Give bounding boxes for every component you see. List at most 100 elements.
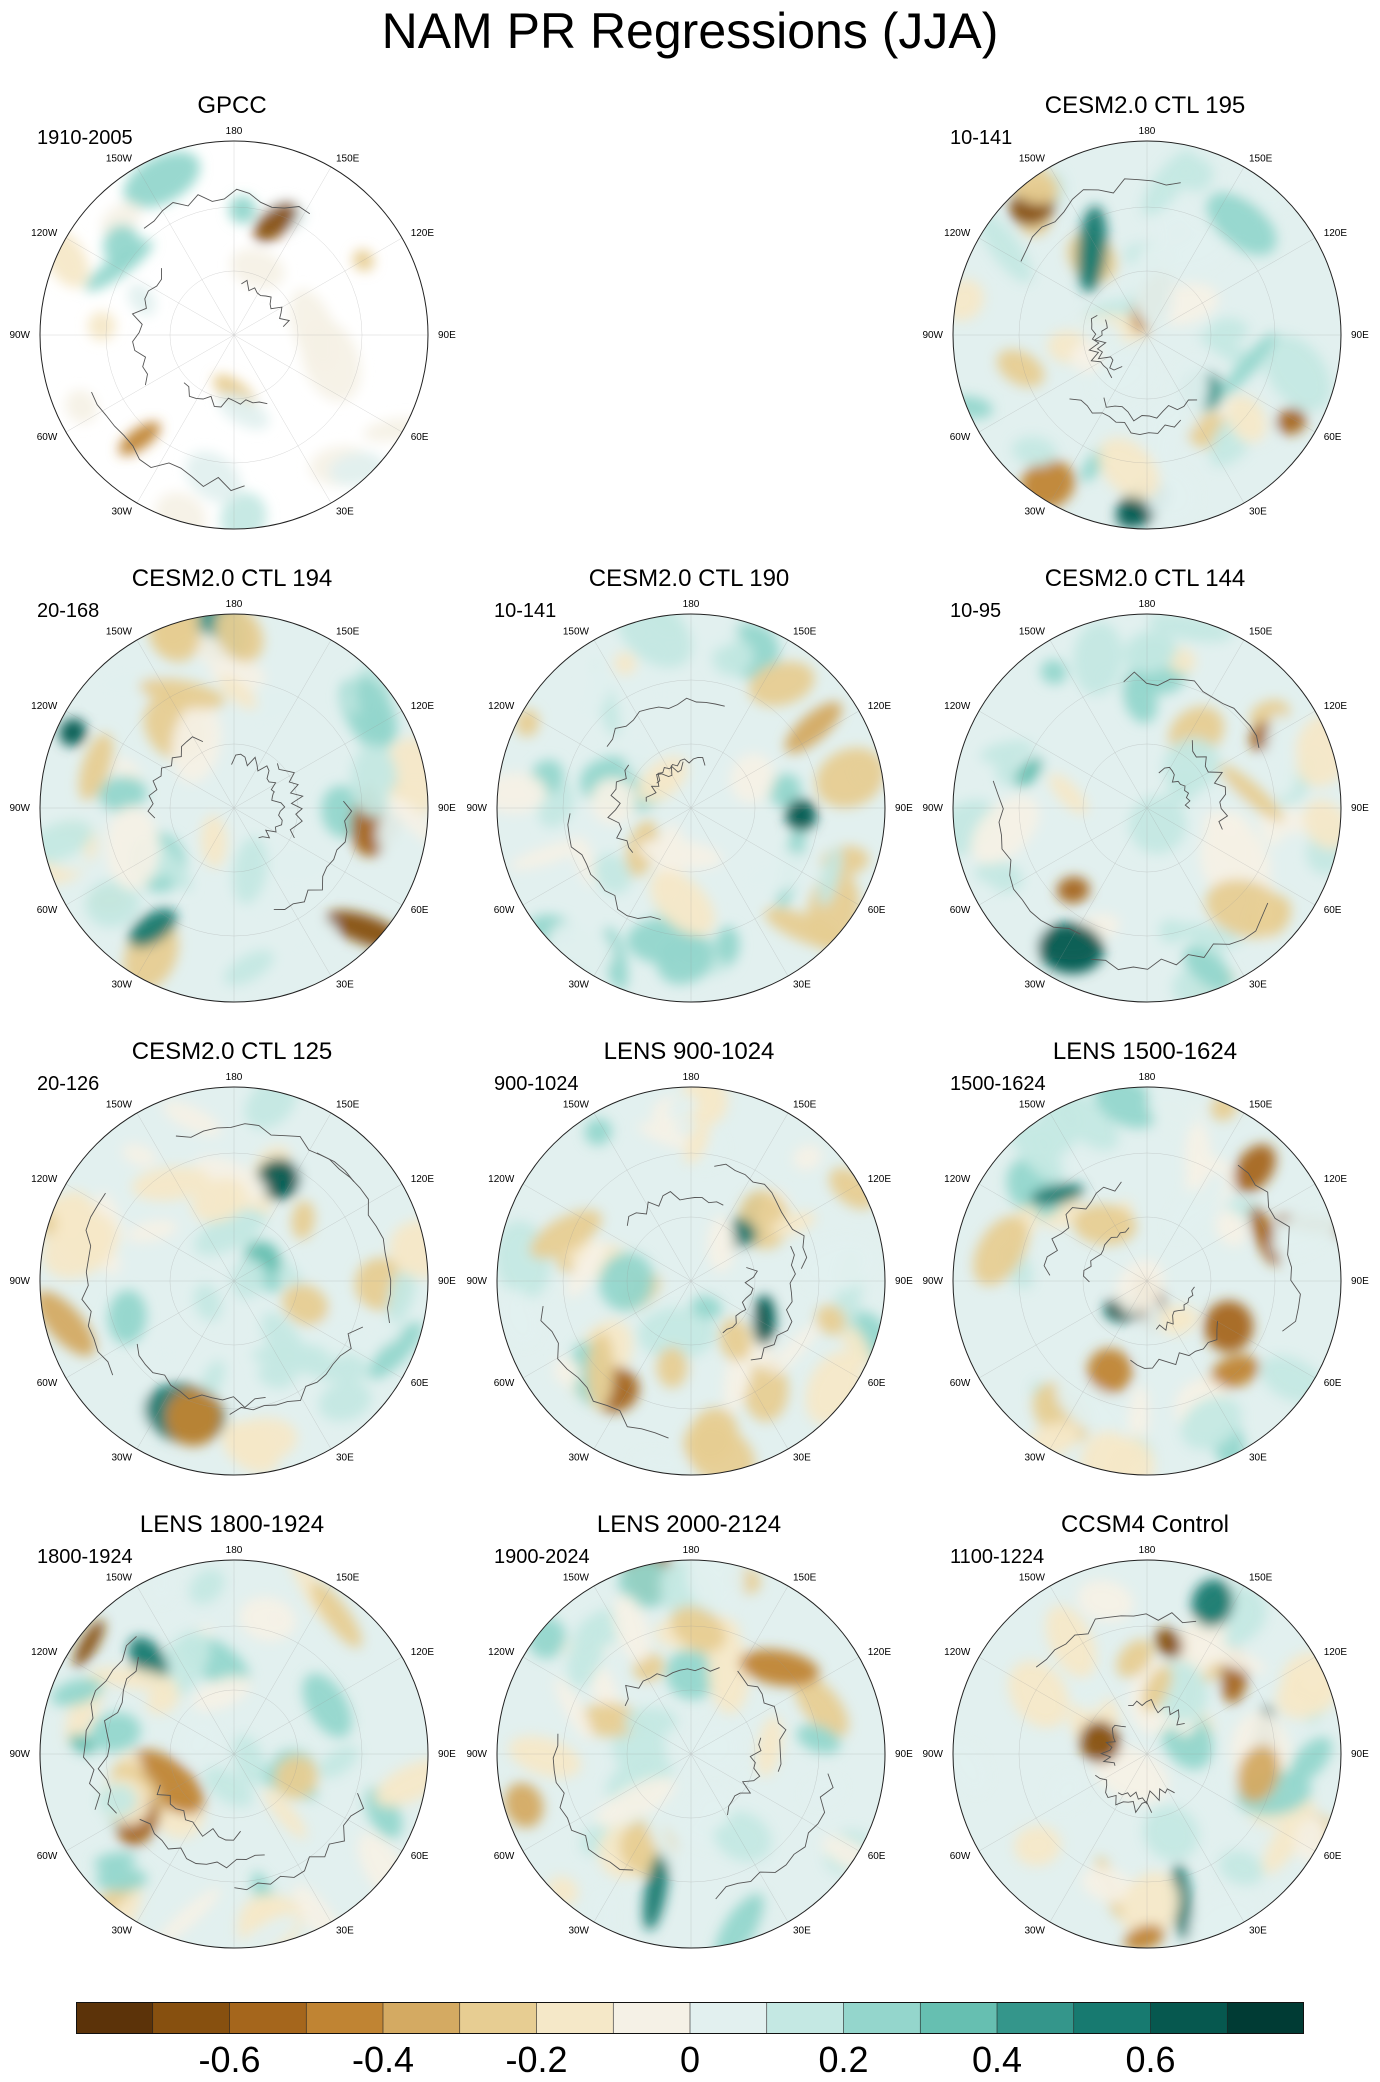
field-patch	[734, 849, 807, 898]
field-patch	[291, 1200, 315, 1240]
longitude-label: 30W	[1024, 1926, 1045, 1937]
field-patch	[162, 1100, 222, 1136]
map-panel: LENS 900-1024180150E120E90E60E30E030W60W…	[461, 1038, 917, 1478]
longitude-label: 60W	[494, 1378, 515, 1389]
field-patch	[1203, 1300, 1254, 1353]
field-patch	[1183, 946, 1233, 992]
colorbar-tick-label: 0	[679, 2039, 701, 2080]
field-patch	[220, 492, 267, 529]
field-patch	[624, 1706, 678, 1737]
longitude-label: 150E	[1249, 153, 1273, 164]
coastline	[1088, 315, 1113, 379]
coastline	[714, 1163, 808, 1269]
field-patch	[1123, 630, 1177, 673]
field-patch	[103, 224, 142, 268]
field-patch	[712, 637, 754, 677]
longitude-label: 90W	[9, 1749, 30, 1760]
longitude-label: 60E	[868, 1851, 886, 1862]
field-patch	[656, 1346, 688, 1388]
field-patch	[748, 661, 815, 707]
field-patch	[232, 1734, 266, 1786]
colorbar-tick-label: -0.2	[505, 2039, 568, 2080]
longitude-label: 120E	[1324, 701, 1348, 712]
field-patch	[691, 1722, 742, 1774]
map-panel: CESM2.0 CTL 125180150E120E90E60E30E030W6…	[4, 1038, 460, 1478]
field-patch	[93, 1851, 137, 1871]
coastline	[241, 279, 291, 328]
colorbar-swatch	[459, 2002, 538, 2034]
field-patch	[302, 1673, 352, 1738]
coastline	[1095, 1774, 1153, 1814]
coastline	[273, 800, 353, 910]
field-patch	[105, 805, 160, 890]
polar-map: 180150E120E90E60E30E030W60W90W120W150W	[922, 599, 1369, 1003]
coastline	[607, 764, 634, 853]
field-patch	[739, 1649, 820, 1687]
field-patch	[314, 1308, 364, 1358]
longitude-label: 30W	[568, 1926, 589, 1937]
longitude-label: 120W	[31, 1647, 58, 1658]
field-patch	[632, 1451, 689, 1474]
coastline	[131, 268, 162, 386]
map-boundary	[39, 613, 429, 1003]
map-panel: LENS 1500-1624180150E120E90E60E30E030W60…	[917, 1038, 1373, 1478]
longitude-label: 120E	[411, 1174, 435, 1185]
field-patch	[742, 1358, 789, 1422]
longitude-label: 150E	[336, 153, 360, 164]
field-patch	[1226, 395, 1267, 443]
panel-title: CESM2.0 CTL 125	[131, 1038, 333, 1065]
field-patch	[1030, 1183, 1085, 1206]
map-panel: LENS 2000-2124180150E120E90E60E30E030W60…	[461, 1511, 917, 1951]
field-patch	[374, 1758, 428, 1807]
longitude-label: 30E	[1249, 980, 1267, 991]
coastline	[276, 763, 304, 839]
field-patch	[131, 1166, 211, 1202]
field-patch	[529, 1209, 602, 1259]
coastline	[97, 1657, 139, 1814]
longitude-label: 120E	[868, 1647, 892, 1658]
field-patch	[566, 1239, 606, 1298]
longitude-label: 30E	[1249, 1926, 1267, 1937]
longitude-label: 180	[226, 599, 243, 610]
field-patch	[618, 1560, 673, 1608]
field-patch	[1077, 1579, 1134, 1622]
longitude-label: 90W	[9, 1276, 30, 1287]
field-patch	[146, 1683, 180, 1715]
field-patch	[148, 1338, 183, 1371]
panel-title: CESM2.0 CTL 144	[1044, 565, 1246, 592]
map-boundary	[496, 1559, 886, 1949]
field-patch	[154, 1887, 222, 1948]
field-patch	[1203, 810, 1272, 881]
field-patch	[165, 1388, 222, 1446]
field-patch	[1072, 1678, 1106, 1712]
field-patch	[1165, 1172, 1226, 1239]
field-patch	[752, 1295, 776, 1346]
longitude-label: 30W	[111, 1926, 132, 1937]
longitude-label: 150W	[563, 626, 590, 637]
longitude-label: 150E	[336, 626, 360, 637]
coastline	[229, 1326, 364, 1415]
field-patch	[792, 1144, 823, 1171]
field-patch	[612, 652, 637, 675]
coastline	[737, 1670, 787, 1772]
polar-map: 180150E120E90E60E30E030W60W90W120W150W	[9, 1545, 456, 1949]
panel-years: 10-141	[950, 127, 1013, 149]
colorbar-swatch	[536, 2002, 615, 2034]
field-patch	[1184, 1122, 1211, 1190]
panel-years: 20-126	[37, 1073, 100, 1095]
longitude-label: 120W	[488, 1647, 515, 1658]
field-patch	[694, 628, 741, 651]
longitude-label: 90E	[438, 803, 456, 814]
field-patch	[1262, 1799, 1316, 1875]
panel-years: 10-95	[950, 600, 1002, 622]
longitude-label: 150W	[1019, 153, 1046, 164]
longitude-label: 120W	[31, 1174, 58, 1185]
field-patch	[1121, 1871, 1180, 1941]
field-patch	[122, 1143, 157, 1167]
longitude-label: 90E	[1351, 1749, 1369, 1760]
longitude-label: 90W	[466, 1276, 487, 1287]
panel-title: CESM2.0 CTL 195	[1044, 92, 1246, 119]
field-patch	[637, 756, 688, 803]
field-patch	[1087, 1348, 1133, 1394]
field-patch	[1191, 1579, 1234, 1628]
